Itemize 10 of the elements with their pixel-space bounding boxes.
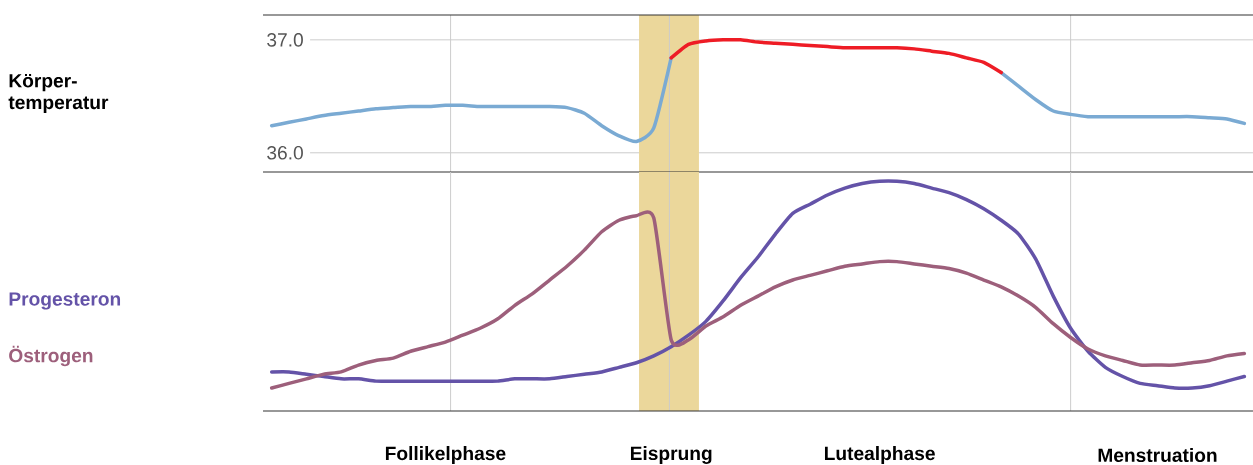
x-tick-label: Lutealphase <box>824 446 935 464</box>
x-tick-label: Eisprung <box>630 446 712 464</box>
y-tick-label: 37.0 <box>267 33 303 47</box>
y-axis-title: Körper-temperatur <box>8 74 109 113</box>
text: Progesteron <box>9 292 121 310</box>
y-tick-label: 36.0 <box>267 146 303 160</box>
x-tick-label: Follikelphase <box>385 446 506 464</box>
line-series <box>669 37 1003 75</box>
x-tick-label: Menstruation <box>1098 447 1217 463</box>
text: Östrogen <box>9 345 93 367</box>
